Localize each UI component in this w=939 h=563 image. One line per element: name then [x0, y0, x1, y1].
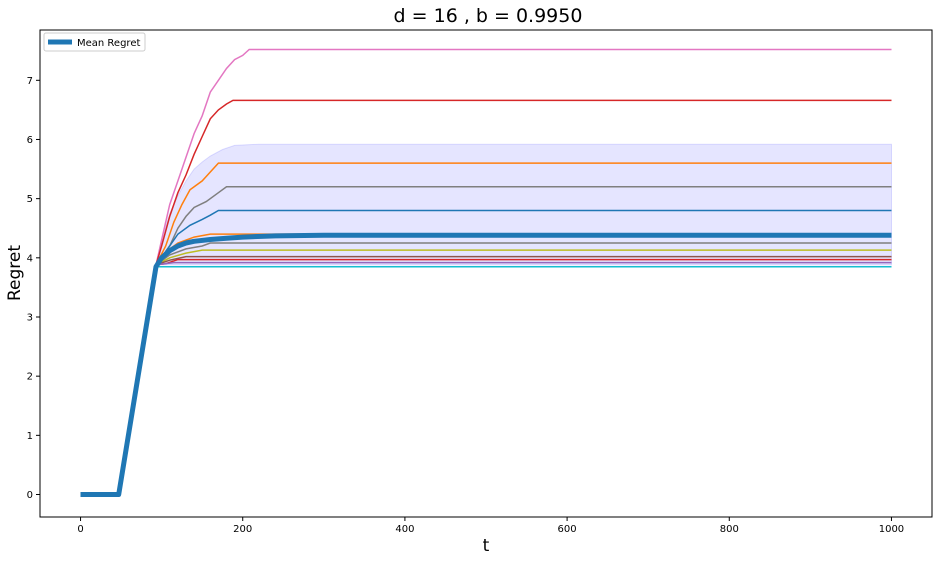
series-line-4: [155, 186, 892, 266]
series-line-9: [155, 255, 892, 266]
mean-layer: [80, 232, 892, 497]
y-tick-label: 5: [27, 194, 33, 205]
y-tick-label: 6: [27, 135, 33, 146]
series-line-7: [155, 242, 892, 266]
series-line-11: [155, 261, 892, 266]
mean-regret-line: [80, 232, 892, 497]
y-tick-label: 1: [27, 431, 33, 442]
x-tick-label: 800: [720, 524, 739, 535]
series-layer: [155, 48, 892, 268]
y-tick-label: 4: [27, 253, 33, 264]
series-line-8: [155, 249, 892, 266]
x-tick-label: 400: [395, 524, 414, 535]
series-line-3: [155, 162, 892, 266]
plot-frame: [39, 29, 933, 518]
y-tick-label: 3: [27, 312, 33, 323]
y-axis-label: Regret: [5, 245, 25, 301]
x-axis-ticks: 0 200 400 600 800 1000: [77, 517, 904, 535]
y-tick-label: 2: [27, 372, 33, 383]
legend: Mean Regret: [43, 32, 146, 52]
x-axis-label: t: [483, 536, 490, 556]
series-line-1: [155, 48, 892, 266]
y-tick-label: 0: [27, 490, 33, 501]
x-tick-label: 0: [77, 524, 83, 535]
x-tick-label: 1000: [879, 524, 904, 535]
plot-area: [80, 48, 892, 497]
chart-title: d = 16 , b = 0.9950: [394, 5, 583, 27]
y-axis-ticks: 0 1 2 3 4 5 6 7: [27, 76, 40, 501]
series-line-2: [155, 99, 892, 266]
legend-label-mean-regret: Mean Regret: [77, 38, 140, 49]
legend-box: [43, 32, 146, 52]
x-tick-label: 600: [558, 524, 577, 535]
x-tick-label: 200: [233, 524, 252, 535]
y-tick-label: 7: [27, 76, 33, 87]
series-line-5: [155, 209, 892, 266]
